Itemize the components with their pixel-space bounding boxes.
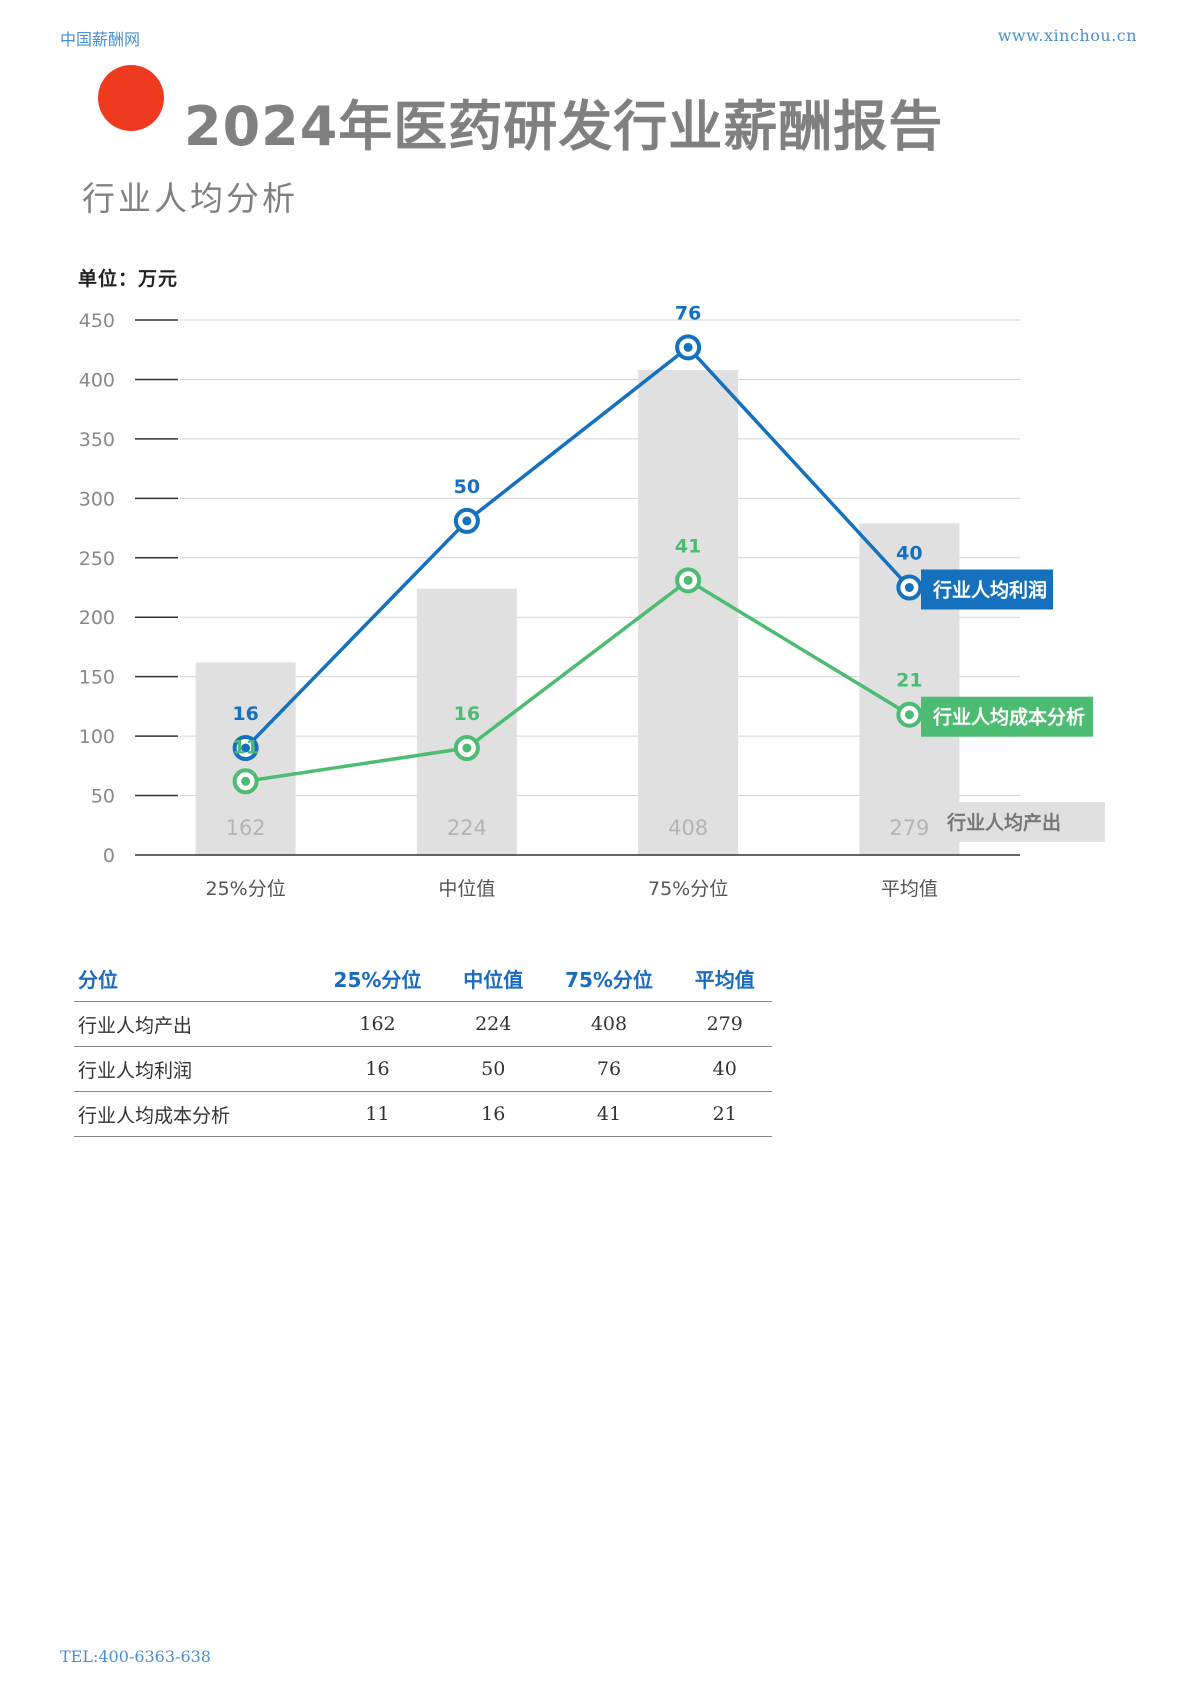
table-cell: 408 (540, 1001, 678, 1047)
series-point-center (904, 583, 914, 592)
table-cell: 224 (445, 1001, 541, 1047)
chart: 0 50 100 150 200 250 300 350 400 450 162 224 408 279 2… (79, 302, 1105, 900)
point-data-label: 41 (675, 535, 701, 557)
unit-label: 单位：万元 (78, 268, 179, 290)
table-cell: 41 (540, 1091, 678, 1137)
y-tick-label: 50 (91, 786, 115, 808)
accent-dot-icon (98, 65, 164, 131)
y-tick-label: 0 (103, 845, 115, 867)
series-point-center (462, 516, 472, 526)
series-point-center (904, 710, 914, 720)
legend-bar-label: 行业人均产出 (946, 811, 1061, 834)
x-tick-label: 75%分位 (648, 878, 728, 900)
site-name: 中国薪酬网 (60, 30, 141, 49)
table-cell: 21 (677, 1091, 772, 1137)
table-cell: 162 (309, 1001, 446, 1047)
series-legend-label: 行业人均成本分析 (932, 706, 1085, 729)
y-tick-label: 450 (79, 310, 115, 332)
table-cell: 行业人均利润 (74, 1046, 309, 1092)
y-tick-label: 150 (79, 667, 115, 689)
table-cell: 行业人均成本分析 (74, 1091, 309, 1137)
series-legend-box (921, 569, 1053, 610)
y-tick-label: 300 (79, 488, 115, 510)
table-cell: 76 (540, 1046, 678, 1092)
table-row: 行业人均产出 162 224 408 279 (74, 1001, 772, 1047)
table-cell: 279 (677, 1001, 772, 1047)
table-row: 行业人均成本分析 11 16 41 21 (74, 1091, 772, 1137)
bar-data-label: 162 (226, 816, 266, 840)
x-tick-label: 25%分位 (206, 878, 286, 900)
series-legend-label: 行业人均利润 (932, 579, 1047, 602)
bar-data-label: 224 (447, 816, 487, 840)
table-cell: 50 (445, 1046, 541, 1092)
point-data-label: 16 (232, 703, 258, 725)
y-tick-label: 250 (79, 548, 115, 570)
table-header-cell: 75%分位 (540, 955, 678, 1002)
table-header-cell: 平均值 (677, 955, 772, 1002)
bar-data-label: 408 (668, 816, 708, 840)
table-header-cell: 分位 (74, 955, 309, 1002)
point-data-label: 40 (896, 543, 922, 565)
series-point-center (241, 743, 251, 753)
series-point-center (683, 575, 693, 585)
legend-bar-box (935, 802, 1105, 842)
table-header-cell: 中位值 (445, 955, 541, 1002)
report-title: 2024年医药研发行业薪酬报告 (184, 95, 944, 158)
x-tick-label: 平均值 (881, 878, 938, 900)
x-tick-label: 中位值 (438, 878, 495, 900)
series-point-center (462, 743, 472, 753)
point-data-label: 21 (896, 670, 922, 692)
y-tick-label: 100 (79, 726, 115, 748)
section-title: 行业人均分析 (82, 179, 298, 218)
series-line (244, 345, 911, 750)
table-cell: 行业人均产出 (74, 1001, 309, 1047)
point-data-label: 16 (454, 703, 480, 725)
y-tick-label: 200 (79, 607, 115, 629)
table-cell: 40 (677, 1046, 772, 1092)
y-tick-label: 350 (79, 429, 115, 451)
bar (638, 369, 739, 855)
table-header-row: 分位 25%分位 中位值 75%分位 平均值 (74, 955, 772, 1002)
footer-tel: TEL:400-6363-638 (60, 1647, 211, 1666)
series-point-center (241, 776, 251, 786)
point-data-label: 11 (232, 736, 258, 758)
table-cell: 16 (309, 1046, 446, 1092)
site-url[interactable]: www.xinchou.cn (997, 26, 1137, 45)
data-table: 分位 25%分位 中位值 75%分位 平均值 行业人均产出 162 224 40… (74, 955, 772, 1137)
table-cell: 16 (445, 1091, 541, 1137)
y-tick-label: 400 (79, 369, 115, 391)
point-data-label: 50 (454, 476, 480, 498)
table-header-cell: 25%分位 (309, 955, 446, 1002)
bar-data-label: 279 (889, 816, 929, 840)
table-cell: 11 (309, 1091, 446, 1137)
series-legend-box (921, 696, 1093, 737)
series-line (245, 578, 911, 784)
point-data-label: 76 (675, 302, 701, 324)
table-row: 行业人均利润 16 50 76 40 (74, 1046, 772, 1092)
series-point-center (683, 342, 693, 352)
